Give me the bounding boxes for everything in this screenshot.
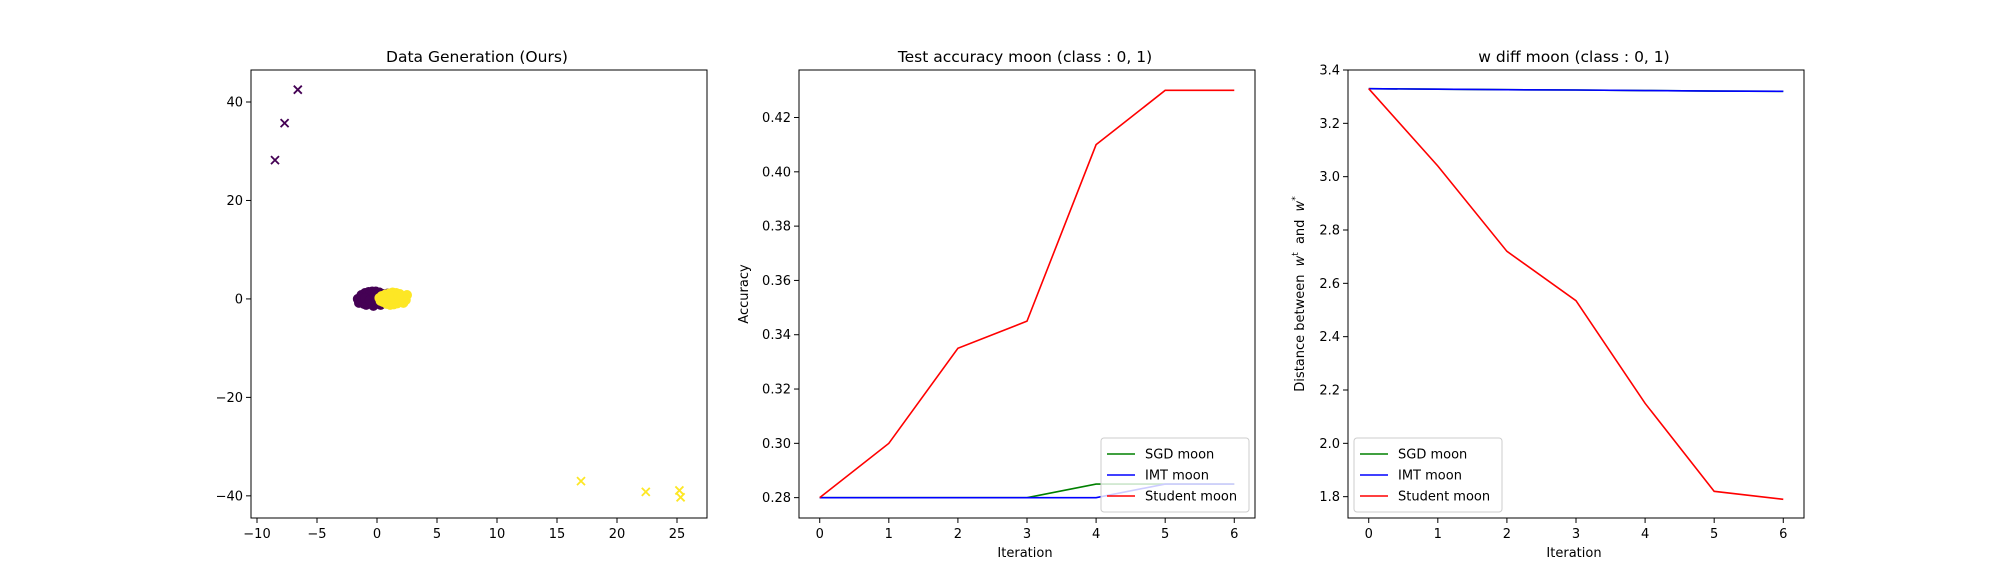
y-axis-label-var: w <box>1293 200 1308 211</box>
generated-point-class0 <box>279 118 290 128</box>
x-tick-label: 15 <box>549 527 566 542</box>
y-tick-label: 0.34 <box>762 328 791 343</box>
x-tick-label: 4 <box>1641 527 1649 542</box>
legend-label: IMT moon <box>1398 469 1462 484</box>
data-point-class1 <box>393 290 404 301</box>
panel-title: w diff moon (class : 0, 1) <box>1478 48 1669 66</box>
accuracy-panel: Test accuracy moon (class : 0, 1) Iterat… <box>737 48 1256 561</box>
marker-stroke <box>674 485 685 496</box>
y-tick-label: 0.30 <box>762 437 791 452</box>
y-tick-label: 0.36 <box>762 274 791 289</box>
legend-box <box>1100 437 1250 513</box>
data-point-class1 <box>379 294 390 305</box>
legend: SGD moon IMT moon Student moon <box>1353 437 1503 513</box>
y-axis-label: Accuracy <box>737 264 752 324</box>
generated-point-class0 <box>293 85 303 95</box>
x-tick-label: 3 <box>1572 527 1580 542</box>
y-tick-label: 0.42 <box>762 111 791 126</box>
x-tick-label: 5 <box>1161 527 1169 542</box>
plot-area <box>250 69 708 519</box>
series-line-imt-moon <box>1368 87 1784 93</box>
y-tick-label: 3.2 <box>1319 117 1340 132</box>
y-tick-label: −20 <box>216 391 243 406</box>
generated-point-class0 <box>270 155 280 165</box>
wdiff-panel: w diff moon (class : 0, 1) Iteration Dis… <box>1287 48 1805 561</box>
y-tick-label: 1.8 <box>1319 490 1340 505</box>
y-tick-label: 20 <box>226 194 243 209</box>
x-tick-label: 5 <box>433 527 441 542</box>
y-tick-label: 2.6 <box>1319 277 1340 292</box>
y-tick-label: 2.8 <box>1319 224 1340 239</box>
x-tick-label: −10 <box>243 527 270 542</box>
x-tick-label: 0 <box>1365 527 1373 542</box>
y-tick-label: 0.40 <box>762 165 791 180</box>
x-tick-label: 2 <box>1503 527 1511 542</box>
x-tick-label: 3 <box>1023 527 1031 542</box>
marker-stroke <box>293 85 303 95</box>
legend-label: SGD moon <box>1145 448 1214 463</box>
generated-point-class1 <box>576 476 586 486</box>
legend-box <box>1353 437 1503 513</box>
y-tick-label: 40 <box>226 96 243 111</box>
marker-stroke <box>270 155 280 165</box>
legend-label: IMT moon <box>1145 469 1209 484</box>
x-tick-label: 6 <box>1230 527 1238 542</box>
y-axis-label-text: Distance between <box>1293 275 1308 392</box>
scatter-panel: Data Generation (Ours) −10 −5 0 5 10 15 20 25 −4… <box>216 48 708 542</box>
x-axis-label: Iteration <box>997 546 1052 561</box>
x-tick-label: −5 <box>307 527 326 542</box>
y-axis-label-var: w <box>1293 255 1308 266</box>
y-tick-label: 2.0 <box>1319 437 1340 452</box>
marker-stroke <box>641 487 651 497</box>
x-tick-label: 5 <box>1710 527 1718 542</box>
legend-label: SGD moon <box>1398 448 1467 463</box>
x-tick-label: 1 <box>1434 527 1442 542</box>
panel-title: Test accuracy moon (class : 0, 1) <box>897 48 1152 66</box>
series-line-student-moon <box>819 89 1235 499</box>
marker-stroke <box>279 118 290 128</box>
x-tick-label: 0 <box>373 527 381 542</box>
y-tick-label: 0 <box>235 292 243 307</box>
y-tick-label: 0.32 <box>762 383 791 398</box>
y-axis-label-sup: * <box>1291 196 1301 201</box>
data-point-class1 <box>400 294 411 305</box>
y-tick-label: 3.4 <box>1319 64 1340 79</box>
y-tick-label: 2.4 <box>1319 330 1340 345</box>
marker-stroke <box>675 492 686 502</box>
generated-point-class1 <box>641 487 651 497</box>
y-axis-label: Distance between wt and w* <box>1287 196 1308 392</box>
y-tick-label: 3.0 <box>1319 170 1340 185</box>
generated-point-class1 <box>675 492 686 502</box>
x-tick-label: 25 <box>669 527 686 542</box>
generated-point-class1 <box>674 485 685 496</box>
series-line-student-moon <box>1368 88 1784 501</box>
y-tick-label: 0.38 <box>762 220 791 235</box>
x-tick-label: 0 <box>816 527 824 542</box>
x-axis-label: Iteration <box>1546 546 1601 561</box>
x-tick-label: 1 <box>885 527 893 542</box>
legend-label: Student moon <box>1398 490 1490 505</box>
y-tick-label: 0.28 <box>762 491 791 506</box>
y-axis-label-sup: t <box>1291 252 1301 256</box>
y-axis-label-and: and <box>1293 220 1308 244</box>
y-tick-label: 2.2 <box>1319 384 1340 399</box>
x-tick-label: 6 <box>1779 527 1787 542</box>
x-tick-label: 2 <box>954 527 962 542</box>
marker-stroke <box>576 476 586 486</box>
y-tick-label: −40 <box>216 489 243 504</box>
legend-label: Student moon <box>1145 490 1237 505</box>
panel-title: Data Generation (Ours) <box>386 48 568 66</box>
x-tick-label: 10 <box>489 527 506 542</box>
x-tick-label: 4 <box>1092 527 1100 542</box>
legend: SGD moon IMT moon Student moon <box>1100 437 1250 513</box>
x-tick-label: 20 <box>609 527 626 542</box>
